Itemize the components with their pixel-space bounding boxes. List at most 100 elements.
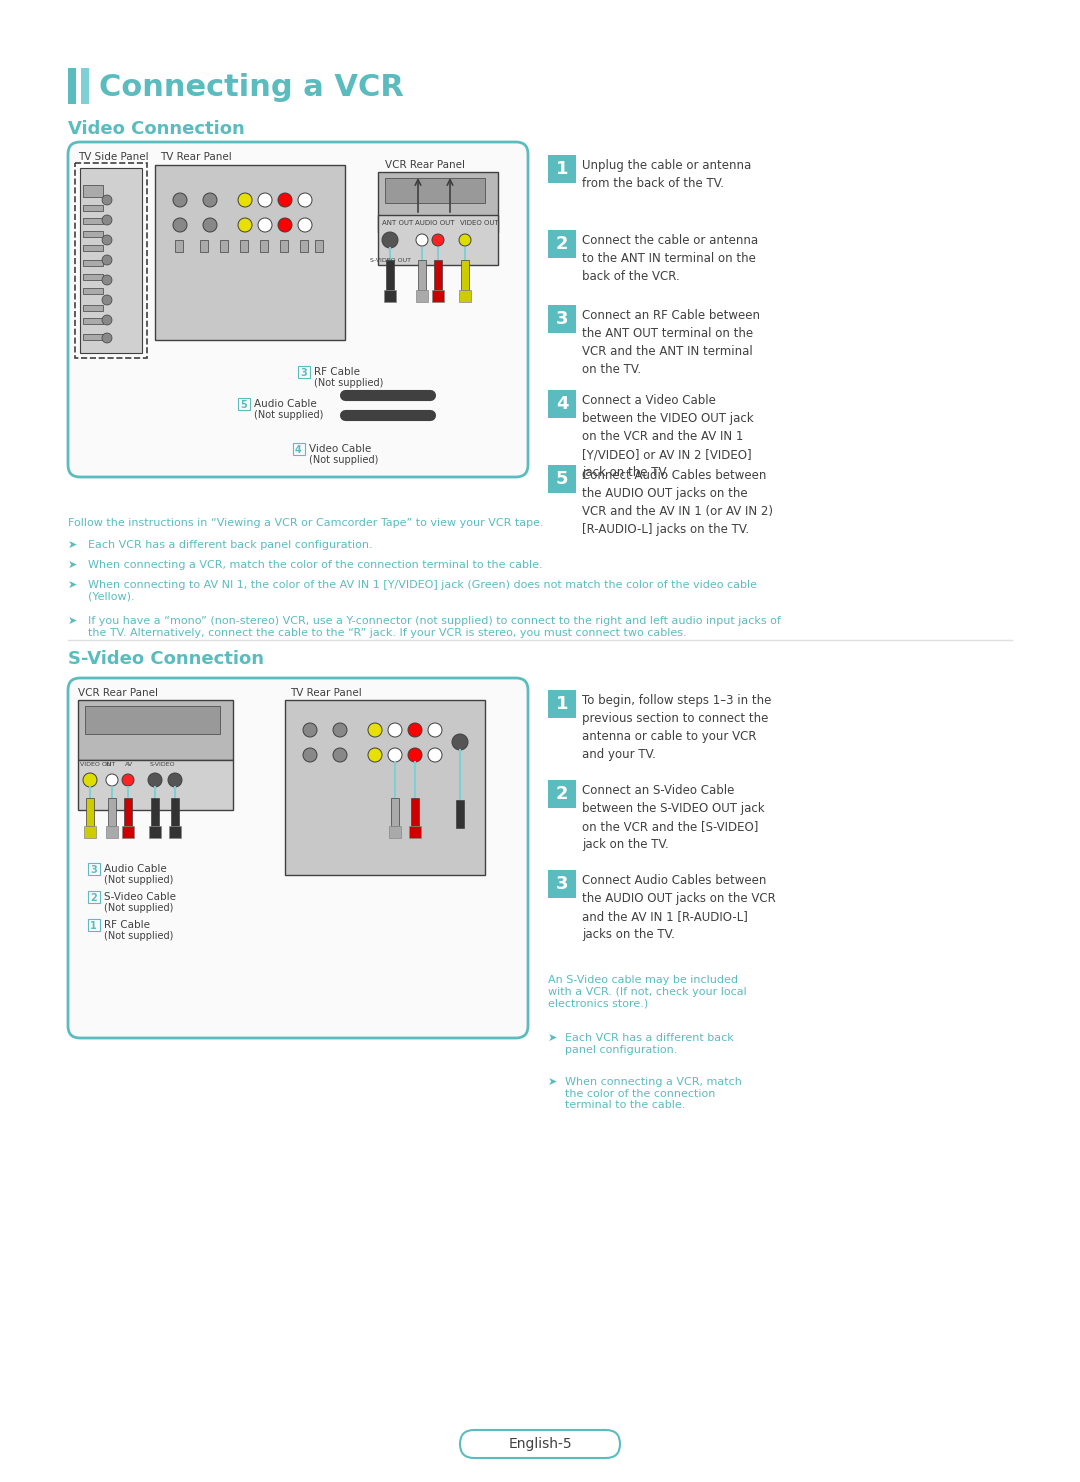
Bar [459,290,471,302]
Text: Audio Cable: Audio Cable [254,399,316,409]
Circle shape [459,234,471,246]
Circle shape [106,774,118,785]
Circle shape [368,723,382,737]
Bar [83,305,103,311]
Text: S-Video Cable: S-Video Cable [104,892,176,903]
Circle shape [102,196,112,205]
Circle shape [203,193,217,207]
Text: Connect Audio Cables between
the AUDIO OUT jacks on the VCR
and the AV IN 1 [R-A: Connect Audio Cables between the AUDIO O… [582,874,775,941]
Text: An S-Video cable may be included
with a VCR. (If not, check your local
electroni: An S-Video cable may be included with a … [548,975,746,1008]
Bar [411,797,419,825]
Text: ➤: ➤ [548,1033,557,1043]
Bar [83,288,103,293]
Text: 5: 5 [556,470,568,488]
Text: 1: 1 [556,695,568,713]
Text: Video Cable: Video Cable [309,445,372,453]
Text: IN: IN [105,762,111,768]
Circle shape [173,193,187,207]
Circle shape [408,748,422,762]
Bar [548,305,576,333]
Bar [285,700,485,874]
Bar [80,167,141,353]
Text: 1: 1 [90,920,97,931]
Text: When connecting a VCR, match
the color of the connection
terminal to the cable.: When connecting a VCR, match the color o… [565,1077,742,1110]
Text: When connecting a VCR, match the color of the connection terminal to the cable.: When connecting a VCR, match the color o… [87,560,542,571]
Text: 1: 1 [556,160,568,178]
Bar [434,259,442,290]
Bar [78,700,233,760]
Text: Connect an S-Video Cable
between the S-VIDEO OUT jack
on the VCR and the [S-VIDE: Connect an S-Video Cable between the S-V… [582,784,765,851]
Bar [293,443,305,455]
Text: ➤: ➤ [548,1077,557,1086]
Bar [548,691,576,717]
Text: 4: 4 [295,445,301,455]
Circle shape [303,748,318,762]
Bar [384,290,396,302]
Text: RF Cable: RF Cable [314,368,360,376]
Text: TV Side Panel: TV Side Panel [78,153,149,162]
Text: Connecting a VCR: Connecting a VCR [99,74,404,102]
Text: 3: 3 [90,865,97,874]
Bar [461,259,469,290]
Circle shape [102,276,112,285]
Text: TV Rear Panel: TV Rear Panel [160,153,232,162]
Bar [548,780,576,808]
Bar [456,800,464,828]
Circle shape [368,748,382,762]
Circle shape [168,774,183,787]
Circle shape [278,193,292,207]
Text: (Not supplied): (Not supplied) [104,903,174,913]
Text: 2: 2 [90,894,97,903]
Circle shape [238,218,252,233]
Text: S-VIDEO: S-VIDEO [150,762,176,768]
Circle shape [298,218,312,233]
Text: AV: AV [125,762,133,768]
Bar [151,797,159,825]
Bar [124,797,132,825]
Text: Audio Cable: Audio Cable [104,864,166,874]
Circle shape [278,218,292,233]
Text: Connect Audio Cables between
the AUDIO OUT jacks on the
VCR and the AV IN 1 (or : Connect Audio Cables between the AUDIO O… [582,468,773,536]
Circle shape [238,193,252,207]
Bar [220,240,228,252]
Bar [85,705,220,734]
Bar [84,825,96,837]
Bar [83,274,103,280]
Text: VCR Rear Panel: VCR Rear Panel [384,160,465,170]
Text: S-VIDEO OUT: S-VIDEO OUT [369,258,410,262]
Bar [548,465,576,494]
Circle shape [453,734,468,750]
Circle shape [102,255,112,265]
Bar [83,185,103,197]
Bar [298,366,310,378]
Bar [106,825,118,837]
Text: ➤: ➤ [68,560,78,571]
Bar [156,165,345,339]
Bar [548,156,576,182]
Text: English-5: English-5 [509,1438,571,1451]
Circle shape [258,193,272,207]
Circle shape [333,748,347,762]
Circle shape [382,233,399,247]
Bar [83,245,103,250]
Bar [168,825,181,837]
Bar [240,240,248,252]
Bar [83,319,103,325]
Circle shape [148,774,162,787]
Bar [171,797,179,825]
Text: 3: 3 [300,368,307,378]
Circle shape [122,774,134,785]
Bar [149,825,161,837]
Circle shape [333,723,347,737]
Circle shape [298,193,312,207]
Circle shape [102,295,112,305]
Text: 4: 4 [556,396,568,413]
Text: ➤: ➤ [68,539,78,550]
Circle shape [428,723,442,737]
Circle shape [102,236,112,245]
Text: (Not supplied): (Not supplied) [309,455,378,465]
Text: TV Rear Panel: TV Rear Panel [291,688,362,698]
Circle shape [203,218,217,233]
Text: ANT OUT: ANT OUT [382,219,414,225]
Bar [384,178,485,203]
